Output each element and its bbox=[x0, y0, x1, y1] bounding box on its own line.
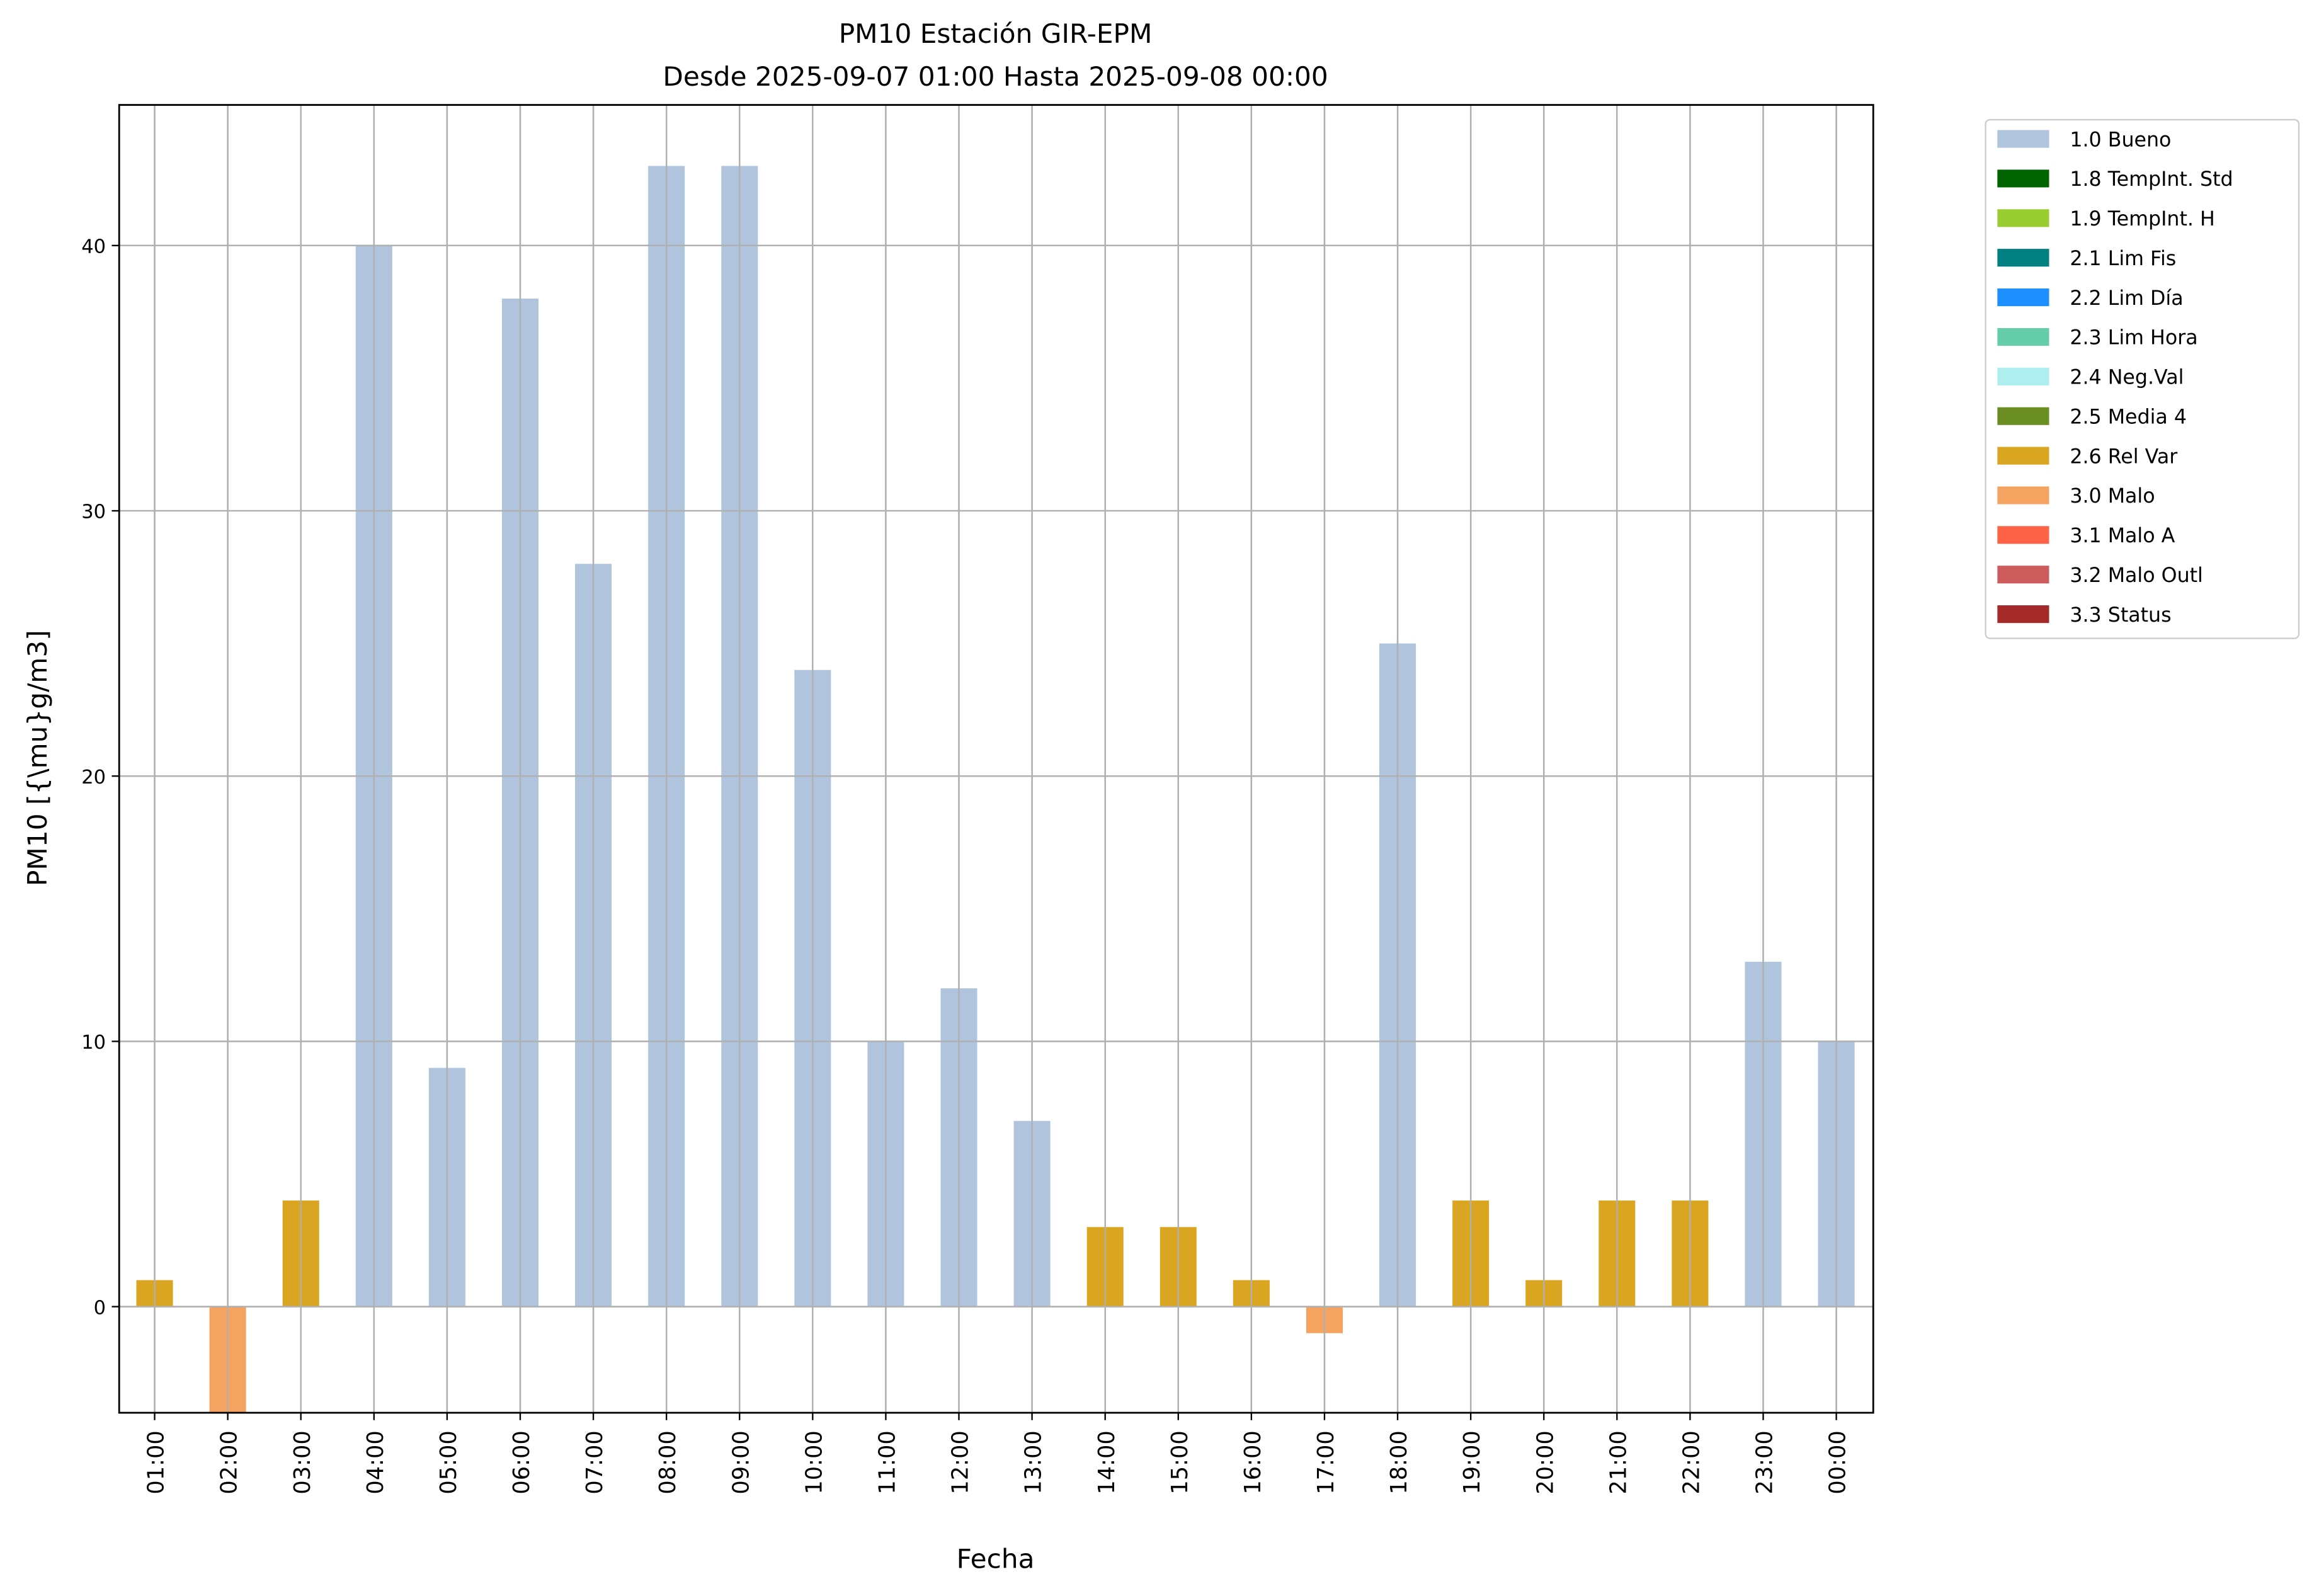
legend-swatch bbox=[1997, 249, 2049, 267]
x-tick-label: 02:00 bbox=[217, 1430, 242, 1494]
x-tick-label: 04:00 bbox=[363, 1430, 389, 1494]
x-tick-label: 23:00 bbox=[1752, 1430, 1778, 1494]
y-tick-label: 40 bbox=[81, 236, 106, 258]
legend-label: 1.8 TempInt. Std bbox=[2070, 168, 2233, 191]
x-tick-label: 11:00 bbox=[875, 1430, 901, 1494]
x-tick-label: 03:00 bbox=[290, 1430, 316, 1494]
legend-swatch bbox=[1997, 447, 2049, 465]
legend-label: 2.4 Neg.Val bbox=[2070, 367, 2184, 389]
legend-swatch bbox=[1997, 367, 2049, 385]
y-tick-label: 30 bbox=[81, 501, 106, 523]
legend-label: 3.0 Malo bbox=[2070, 485, 2155, 508]
legend-label: 3.1 Malo A bbox=[2070, 525, 2175, 547]
legend-frame bbox=[1985, 118, 2300, 639]
legend-swatch bbox=[1997, 605, 2049, 624]
x-tick-label: 22:00 bbox=[1679, 1430, 1705, 1494]
x-tick-label: 20:00 bbox=[1532, 1430, 1558, 1494]
legend-label: 2.5 Media 4 bbox=[2070, 406, 2187, 428]
legend-label: 2.6 Rel Var bbox=[2070, 445, 2178, 468]
legend-swatch bbox=[1997, 328, 2049, 346]
x-tick-label: 18:00 bbox=[1386, 1430, 1412, 1494]
x-tick-label: 21:00 bbox=[1605, 1430, 1631, 1494]
legend-label: 3.2 Malo Outl bbox=[2070, 564, 2203, 587]
legend: 1.0 Bueno 1.8 TempInt. Std 1.9 TempInt. H 2… bbox=[1985, 118, 2300, 639]
x-tick-label: 16:00 bbox=[1240, 1430, 1266, 1494]
legend-label: 1.9 TempInt. H bbox=[2070, 208, 2215, 231]
x-tick-label: 14:00 bbox=[1094, 1430, 1120, 1494]
x-tick-label: 13:00 bbox=[1021, 1430, 1047, 1494]
x-tick-label: 07:00 bbox=[582, 1430, 608, 1494]
plot-frame bbox=[118, 104, 1874, 1414]
legend-label: 3.3 Status bbox=[2070, 604, 2171, 627]
chart-title: PM10 Estación GIR-EPM bbox=[839, 18, 1153, 49]
x-tick-label: 08:00 bbox=[655, 1430, 681, 1494]
y-axis: 0 10 20 30 40 bbox=[81, 236, 120, 1319]
x-axis: 01:00 02:00 03:00 04:00 05:00 06:00 07:00 08:00… bbox=[144, 1413, 1851, 1495]
y-tick-label: 10 bbox=[81, 1032, 106, 1054]
x-tick-label: 19:00 bbox=[1459, 1430, 1485, 1494]
legend-swatch bbox=[1997, 130, 2049, 148]
bars bbox=[119, 105, 1874, 1413]
x-tick-label: 17:00 bbox=[1313, 1430, 1339, 1494]
legend-swatch bbox=[1997, 209, 2049, 227]
x-tick-label: 01:00 bbox=[144, 1430, 169, 1494]
legend-label: 2.3 Lim Hora bbox=[2070, 327, 2197, 350]
legend-label: 2.2 Lim Día bbox=[2070, 287, 2183, 310]
x-tick-label: 15:00 bbox=[1167, 1430, 1193, 1494]
legend-label: 1.0 Bueno bbox=[2070, 128, 2171, 151]
legend-swatch bbox=[1997, 169, 2049, 188]
legend-swatch bbox=[1997, 566, 2049, 584]
legend-label: 2.1 Lim Fis bbox=[2070, 248, 2176, 270]
y-tick-label: 20 bbox=[81, 767, 106, 789]
legend-swatch bbox=[1997, 407, 2049, 425]
x-tick-label: 06:00 bbox=[509, 1430, 535, 1494]
legend-swatch bbox=[1997, 486, 2049, 504]
legend-swatch bbox=[1997, 288, 2049, 307]
y-axis-label: PM10 [{\mu}g/m3] bbox=[22, 630, 53, 886]
y-tick-label: 0 bbox=[94, 1297, 106, 1319]
x-tick-label: 00:00 bbox=[1825, 1430, 1851, 1494]
chart-subtitle: Desde 2025-09-07 01:00 Hasta 2025-09-08 … bbox=[663, 61, 1328, 92]
legend-swatch bbox=[1997, 526, 2049, 544]
x-tick-label: 05:00 bbox=[436, 1430, 462, 1494]
x-tick-label: 09:00 bbox=[728, 1430, 754, 1494]
x-tick-label: 10:00 bbox=[801, 1430, 827, 1494]
x-tick-label: 12:00 bbox=[948, 1430, 974, 1494]
x-axis-label: Fecha bbox=[957, 1543, 1035, 1574]
